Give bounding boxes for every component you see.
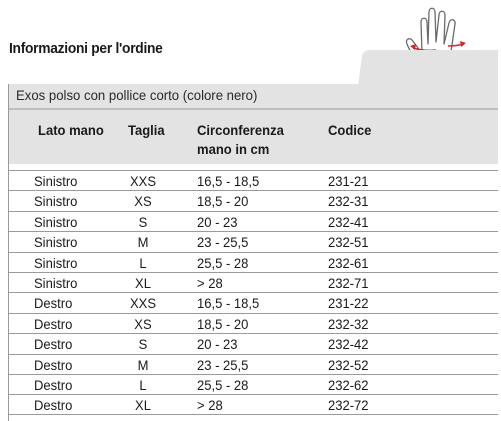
cell-size: S: [138, 213, 148, 230]
cell-size: XXS: [129, 173, 157, 189]
cell-code: 232-52: [328, 356, 369, 373]
cell-circumference: 23 - 25,5: [197, 234, 249, 251]
cell-side: Destro: [34, 336, 73, 353]
header-size: Taglia: [128, 122, 165, 138]
cell-side: Destro: [34, 397, 73, 414]
cell-code: 232-71: [328, 274, 369, 291]
cell-circumference: 18,5 - 20: [197, 193, 249, 210]
cell-side: Sinistro: [34, 193, 78, 210]
order-table: Exos polso con pollice corto (colore ner…: [8, 84, 498, 421]
cell-code: 232-61: [328, 254, 369, 271]
cell-circumference: 25,5 - 28: [197, 254, 249, 271]
cell-circumference: 20 - 23: [197, 213, 238, 230]
cell-code: 232-32: [328, 315, 369, 332]
cell-size: M: [137, 356, 149, 373]
header-code: Codice: [328, 122, 372, 138]
cell-code: 232-41: [328, 213, 369, 230]
cell-code: 231-21: [328, 173, 369, 189]
cell-size: M: [137, 234, 149, 251]
cell-circumference: > 28: [197, 397, 223, 414]
cell-size: XL: [135, 397, 151, 414]
cell-code: 232-72: [328, 397, 369, 414]
cell-code: 232-42: [328, 336, 369, 353]
table-row: Sinistro L 25,5 - 28 232-61: [8, 251, 498, 272]
cell-circumference: 16,5 - 18,5: [197, 295, 260, 312]
header-tab: [358, 50, 498, 86]
cell-side: Destro: [34, 315, 73, 332]
cell-size: XXS: [129, 295, 157, 312]
cell-circumference: 25,5 - 28: [197, 376, 249, 393]
cell-code: 231-22: [328, 295, 369, 312]
cell-size: XS: [134, 193, 152, 210]
table-row: Destro XXS 16,5 - 18,5 231-22: [8, 292, 498, 312]
cell-circumference: 16,5 - 18,5: [197, 173, 260, 189]
cell-size: XS: [134, 315, 152, 332]
table-body: Sinistro XXS 16,5 - 18,5 231-21 Sinistro XS 18…: [8, 170, 498, 415]
table-row: Destro XS 18,5 - 20 232-32: [8, 312, 498, 333]
cell-code: 232-31: [328, 193, 369, 210]
cell-size: S: [138, 336, 148, 353]
table-row: Destro M 23 - 25,5 232-52: [8, 353, 498, 374]
table-row: Destro L 25,5 - 28 232-62: [8, 373, 498, 394]
cell-side: Destro: [34, 356, 73, 373]
cell-side: Destro: [34, 295, 73, 312]
cell-size: L: [139, 376, 147, 393]
product-row: Exos polso con pollice corto (colore ner…: [8, 84, 498, 109]
cell-side: Sinistro: [34, 254, 78, 271]
header-side: Lato mano: [38, 122, 104, 138]
cell-circumference: 20 - 23: [197, 336, 238, 353]
header-circumference-line1: Circonferenza: [197, 122, 284, 138]
header-background: [8, 84, 498, 164]
cell-side: Sinistro: [34, 173, 78, 189]
table-row: Sinistro XS 18,5 - 20 232-31: [8, 190, 498, 210]
page-title: Informazioni per l'ordine: [9, 40, 163, 57]
table-row: Sinistro S 20 - 23 232-41: [8, 210, 498, 231]
cell-circumference: 18,5 - 20: [197, 315, 249, 332]
cell-circumference: 23 - 25,5: [197, 356, 249, 373]
cell-side: Destro: [34, 376, 73, 393]
table-row: Sinistro XXS 16,5 - 18,5 231-21: [8, 170, 498, 190]
cell-side: Sinistro: [34, 234, 78, 251]
header-circumference-line2: mano in cm: [197, 141, 270, 157]
cell-size: L: [139, 254, 147, 271]
cell-size: XL: [135, 274, 151, 291]
table-row: Sinistro XL > 28 232-71: [8, 271, 498, 292]
cell-side: Sinistro: [34, 213, 78, 230]
cell-circumference: > 28: [197, 274, 223, 291]
table-row: Destro XL > 28 232-72: [8, 394, 498, 415]
cell-code: 232-51: [328, 234, 369, 251]
cell-side: Sinistro: [34, 274, 78, 291]
cell-code: 232-62: [328, 376, 369, 393]
product-label: Exos polso con pollice corto (colore ner…: [16, 87, 258, 103]
table-row: Destro S 20 - 23 232-42: [8, 333, 498, 353]
table-row: Sinistro M 23 - 25,5 232-51: [8, 231, 498, 251]
